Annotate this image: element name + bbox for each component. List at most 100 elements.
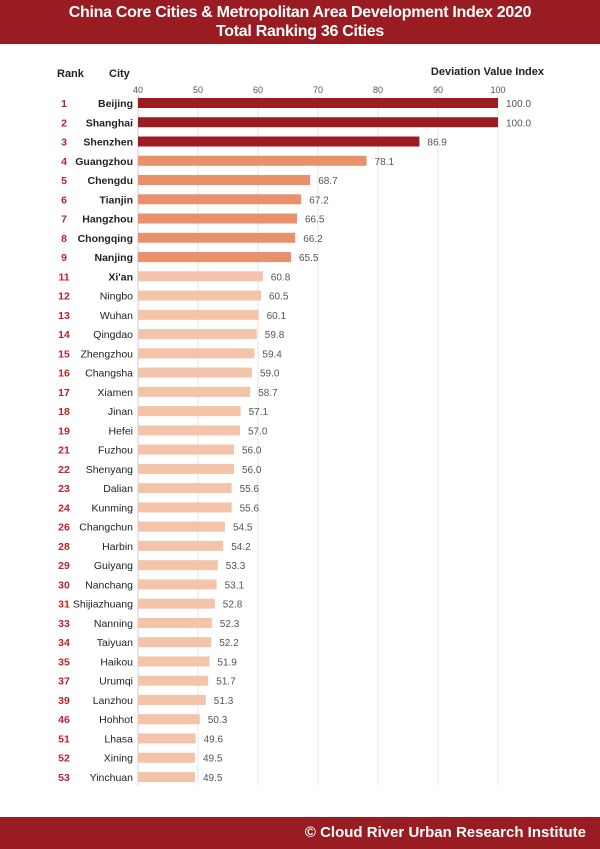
city-label: Jinan: [108, 406, 133, 418]
bar: [138, 463, 234, 474]
city-label: Zhengzhou: [80, 348, 133, 360]
city-label: Guiyang: [94, 560, 133, 572]
value-label: 86.9: [427, 138, 447, 149]
rank-label: 21: [58, 445, 70, 457]
rank-label: 8: [61, 233, 67, 245]
value-label: 68.7: [318, 176, 338, 187]
rank-label: 23: [58, 483, 70, 495]
bar: [138, 733, 196, 744]
value-label: 65.5: [299, 253, 319, 264]
x-tick-label: 40: [133, 85, 143, 95]
city-label: Changchun: [79, 522, 133, 534]
value-label: 53.1: [225, 580, 245, 591]
city-label: Wuhan: [100, 310, 133, 322]
bar: [138, 136, 420, 147]
bar: [138, 617, 212, 628]
rank-label: 11: [58, 271, 69, 283]
value-label: 55.6: [240, 503, 260, 514]
x-tick-label: 80: [373, 85, 383, 95]
value-label: 54.2: [231, 542, 251, 553]
bar: [138, 694, 206, 705]
value-label: 51.7: [216, 677, 236, 688]
city-label: Taiyuan: [97, 637, 133, 649]
footer-credit: © Cloud River Urban Research Institute: [304, 824, 586, 841]
city-label: Chengdu: [88, 175, 134, 187]
bar: [138, 386, 251, 397]
rank-label: 33: [58, 618, 70, 630]
chart-subtitle: Total Ranking 36 Cities: [216, 23, 384, 40]
city-label: Shijiazhuang: [73, 599, 133, 611]
footer-banner: © Cloud River Urban Research Institute: [0, 817, 600, 849]
value-label: 60.1: [267, 311, 287, 322]
rank-label: 30: [58, 579, 70, 591]
bar: [138, 98, 498, 108]
city-label: Kunming: [92, 502, 134, 514]
bar: [138, 521, 225, 532]
rank-label: 2: [61, 117, 67, 129]
city-label: Harbin: [102, 541, 133, 553]
rank-label: 13: [58, 310, 70, 322]
value-label: 52.8: [223, 600, 243, 611]
city-label: Shanghai: [86, 117, 133, 129]
city-label: Nanjing: [95, 252, 134, 264]
bar: [138, 175, 311, 186]
x-tick-label: 90: [433, 85, 443, 95]
bar: [138, 290, 261, 301]
value-label: 49.5: [203, 773, 223, 784]
city-label: Lanzhou: [93, 695, 133, 707]
value-label: 60.8: [271, 272, 291, 283]
value-label: 58.7: [258, 388, 278, 399]
city-label: Shenzhen: [83, 137, 133, 149]
rank-label: 31: [58, 599, 70, 611]
rank-label: 52: [58, 753, 70, 765]
city-label: Hohhot: [99, 714, 133, 726]
rank-label: 14: [58, 329, 70, 341]
value-label: 50.3: [208, 715, 228, 726]
rank-label: 15: [58, 348, 70, 360]
value-column-header: Deviation Value Index: [430, 66, 544, 78]
bar: [138, 271, 263, 282]
bar: [138, 752, 195, 763]
value-label: 66.2: [303, 234, 323, 245]
bar: [138, 367, 252, 378]
rank-label: 28: [58, 541, 70, 553]
bar: [138, 252, 291, 263]
city-label: Dalian: [103, 483, 133, 495]
rank-label: 29: [58, 560, 70, 572]
bar: [138, 117, 498, 128]
rank-label: 51: [58, 733, 70, 745]
bar: [138, 675, 209, 686]
bar: [138, 502, 232, 513]
city-label: Urumqi: [99, 676, 133, 688]
value-label: 100.0: [506, 118, 531, 129]
bar: [138, 309, 259, 320]
bar: [138, 560, 218, 571]
x-tick-label: 60: [253, 85, 263, 95]
value-label: 56.0: [242, 465, 262, 476]
bar: [138, 772, 195, 782]
city-label: Qingdao: [93, 329, 133, 341]
bar: [138, 579, 217, 590]
value-label: 57.1: [249, 407, 269, 418]
value-label: 51.9: [217, 657, 237, 668]
value-label: 59.0: [260, 369, 280, 380]
value-label: 49.6: [204, 734, 224, 745]
city-label: Hefei: [108, 425, 133, 437]
rank-label: 34: [58, 637, 70, 649]
rank-label: 17: [58, 387, 70, 399]
bar: [138, 194, 302, 205]
city-label: Fuzhou: [98, 445, 133, 457]
city-label: Changsha: [85, 368, 133, 380]
rank-label: 6: [61, 194, 67, 206]
rank-label: 26: [58, 522, 70, 534]
rank-label: 35: [58, 656, 70, 668]
city-label: Nanning: [94, 618, 133, 630]
rank-label: 39: [58, 695, 70, 707]
bar: [138, 155, 367, 166]
value-label: 54.5: [233, 523, 253, 534]
city-label: Hangzhou: [82, 214, 133, 226]
rank-label: 24: [58, 502, 70, 514]
x-tick-label: 100: [490, 85, 505, 95]
chart-title: China Core Cities & Metropolitan Area De…: [68, 4, 532, 21]
title-banner: China Core Cities & Metropolitan Area De…: [0, 0, 600, 44]
